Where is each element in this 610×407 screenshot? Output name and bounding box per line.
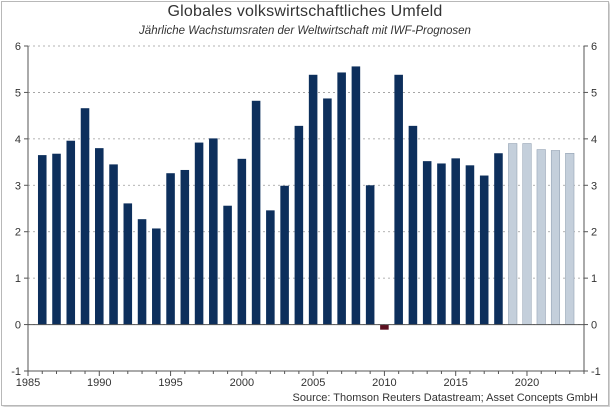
y-tick-label-right: 4 bbox=[591, 134, 597, 146]
bar-2022 bbox=[550, 150, 561, 325]
bar-1987 bbox=[52, 153, 61, 325]
x-tick-label: 2020 bbox=[515, 377, 539, 389]
bar-2019 bbox=[508, 143, 518, 325]
bar-2018 bbox=[494, 153, 503, 325]
bar-1990 bbox=[95, 148, 104, 325]
bar-2021 bbox=[536, 149, 546, 325]
y-tick-label-left: 6 bbox=[15, 41, 21, 53]
x-tick-label: 2015 bbox=[443, 377, 467, 389]
bar-2010 bbox=[380, 324, 389, 330]
bar-2003 bbox=[280, 185, 289, 325]
x-tick-label: 1995 bbox=[158, 377, 182, 389]
y-tick-label-left: 3 bbox=[15, 180, 21, 192]
x-tick-label: 2005 bbox=[301, 377, 325, 389]
y-tick-label-left: 1 bbox=[15, 273, 21, 285]
y-tick-label-left: -1 bbox=[11, 366, 21, 378]
bar-2006 bbox=[323, 98, 332, 325]
source-note: Source: Thomson Reuters Datastream; Asse… bbox=[292, 392, 598, 404]
chart-subtitle: Jährliche Wachstumsraten der Weltwirtsch… bbox=[139, 25, 471, 37]
bar-1989 bbox=[80, 108, 90, 325]
bar-2015 bbox=[451, 158, 460, 325]
bar-1992 bbox=[123, 203, 133, 325]
y-tick-label-right: 2 bbox=[591, 227, 597, 239]
bar-2001 bbox=[251, 100, 261, 325]
bar-1998 bbox=[209, 138, 218, 325]
y-tick-label-left: 2 bbox=[15, 227, 21, 239]
bar-1988 bbox=[66, 140, 76, 325]
bar-2023 bbox=[565, 153, 575, 325]
bar-1995 bbox=[166, 173, 175, 325]
bar-2016 bbox=[465, 165, 475, 325]
bar-1996 bbox=[180, 169, 190, 325]
bar-2004 bbox=[294, 125, 304, 325]
bar-1994 bbox=[152, 228, 161, 325]
bar-1999 bbox=[223, 205, 232, 325]
bar-2009 bbox=[365, 185, 375, 325]
y-tick-label-right: 3 bbox=[591, 180, 597, 192]
bar-2014 bbox=[437, 163, 446, 325]
y-tick-label-right: 6 bbox=[591, 41, 597, 53]
bar-2005 bbox=[308, 74, 318, 325]
bar-1991 bbox=[109, 164, 118, 325]
bar-2013 bbox=[422, 161, 432, 325]
x-tick-label: 2000 bbox=[230, 377, 254, 389]
bar-1993 bbox=[137, 219, 147, 325]
y-tick-label-left: 4 bbox=[15, 134, 21, 146]
bar-1997 bbox=[194, 142, 204, 325]
bar-2012 bbox=[408, 125, 418, 325]
x-tick-label: 1990 bbox=[87, 377, 111, 389]
y-tick-label-right: 0 bbox=[591, 320, 597, 332]
y-tick-label-right: -1 bbox=[591, 366, 601, 378]
bar-2008 bbox=[351, 66, 361, 325]
bar-2007 bbox=[337, 72, 346, 325]
x-tick-label: 2010 bbox=[372, 377, 396, 389]
bar-2017 bbox=[479, 175, 489, 325]
chart-title: Globales volkswirtschaftliches Umfeld bbox=[167, 3, 443, 20]
x-tick-label: 1985 bbox=[16, 377, 40, 389]
y-tick-label-left: 0 bbox=[15, 320, 21, 332]
bar-2000 bbox=[237, 158, 247, 325]
y-tick-label-right: 5 bbox=[591, 87, 597, 99]
y-tick-label-left: 5 bbox=[15, 87, 21, 99]
bar-2002 bbox=[266, 210, 275, 325]
bar-1986 bbox=[37, 155, 47, 325]
y-tick-label-right: 1 bbox=[591, 273, 597, 285]
bar-2020 bbox=[522, 143, 532, 325]
bar-2011 bbox=[394, 74, 403, 325]
